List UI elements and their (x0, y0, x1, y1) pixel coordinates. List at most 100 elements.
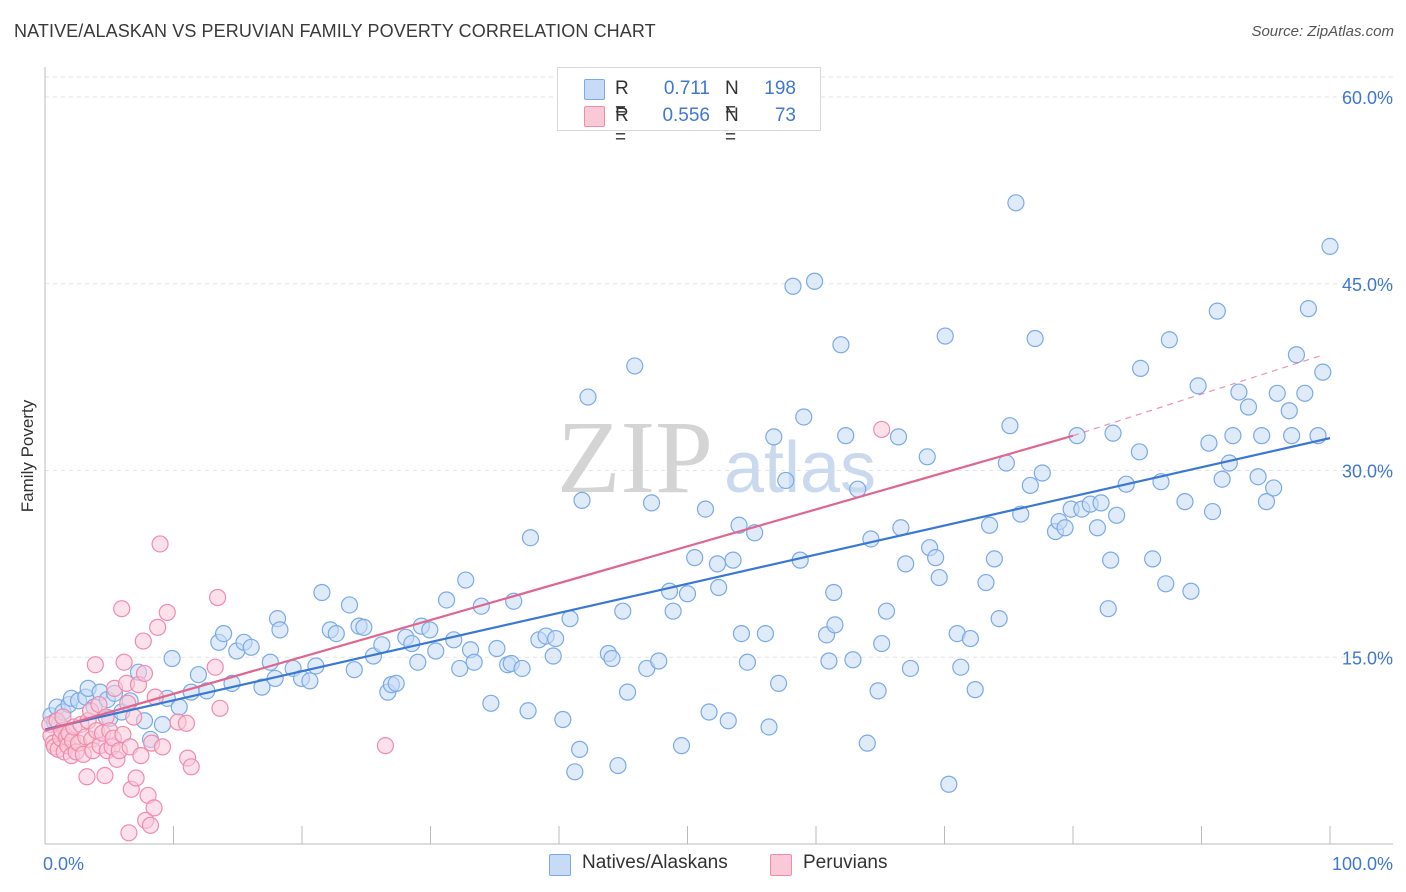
point-native (547, 629, 565, 648)
point-native (1132, 359, 1150, 378)
point-native (760, 718, 778, 736)
point-native (1287, 346, 1306, 364)
point-native (650, 652, 668, 670)
point-native (301, 672, 319, 690)
point-native (664, 602, 682, 620)
point-native (1208, 302, 1226, 320)
point-native (1249, 468, 1267, 486)
point-native (719, 712, 737, 730)
point-native (825, 583, 843, 602)
y-axis-label: Family Poverty (18, 399, 37, 513)
point-native (355, 618, 373, 636)
point-native (163, 649, 181, 668)
point-native (1213, 470, 1231, 488)
point-native (571, 740, 589, 758)
point-native (1299, 300, 1318, 318)
point-native (1283, 427, 1301, 445)
point-native (170, 698, 188, 716)
point-native (1160, 331, 1178, 349)
point-native (940, 775, 958, 793)
point-native (1257, 493, 1276, 511)
point-peruvian (134, 632, 152, 650)
point-native (724, 551, 742, 569)
point-native (738, 653, 757, 671)
point-native (765, 428, 783, 446)
point-peruvian (149, 618, 167, 636)
point-native (1176, 493, 1194, 511)
point-peruvian (141, 816, 160, 834)
point-native (242, 638, 260, 656)
legend-r-label: R = (615, 105, 629, 148)
point-native (936, 327, 954, 345)
point-native (1092, 494, 1110, 512)
point-native (566, 763, 584, 781)
x-tick-label-min: 0.0% (43, 854, 84, 874)
point-native (1021, 476, 1039, 495)
point-native (445, 631, 463, 649)
point-native (1230, 383, 1248, 401)
point-native (1239, 398, 1258, 416)
point-native (642, 494, 661, 512)
point-native (826, 616, 844, 634)
point-native (832, 336, 850, 354)
point-peruvian (151, 535, 169, 553)
point-peruvian (209, 588, 227, 607)
point-native (345, 661, 363, 679)
point-native (1026, 329, 1044, 348)
point-native (1099, 600, 1117, 618)
point-native (1268, 384, 1286, 402)
point-peruvian (135, 664, 154, 683)
y-tick-label: 15.0% (1342, 648, 1393, 668)
legend-r-label: R = (615, 78, 629, 121)
point-native (573, 491, 591, 509)
point-peruvian (78, 768, 96, 786)
point-native (732, 624, 751, 643)
point-native (1143, 550, 1162, 568)
y-tick-label: 30.0% (1342, 462, 1393, 482)
point-native (618, 683, 637, 701)
point-native (421, 621, 439, 639)
y-tick-label: 45.0% (1342, 275, 1393, 295)
point-native (927, 549, 945, 567)
point-native (488, 639, 506, 658)
legend-n-label: N = (725, 105, 739, 148)
legend-r-value: 0.711 (663, 78, 710, 99)
point-native (877, 602, 896, 620)
point-native (1102, 551, 1120, 569)
trend-line-natives (44, 437, 1331, 731)
x-tick-label-max: 100.0% (1332, 854, 1393, 874)
point-native (403, 634, 421, 653)
point-native (1182, 582, 1200, 600)
point-native (153, 715, 172, 734)
point-peruvian (115, 653, 133, 671)
stats-legend: R = 0.711 N = 198 R = 0.556 N = 73 (557, 67, 821, 148)
point-native (215, 624, 233, 643)
point-peruvian (153, 738, 172, 756)
point-native (451, 659, 469, 678)
point-native (897, 555, 915, 573)
point-native (1088, 519, 1107, 537)
point-native (626, 357, 644, 375)
point-native (327, 624, 345, 643)
point-native (1224, 427, 1242, 445)
point-native (1280, 402, 1298, 420)
tick-labels: 15.0% 30.0% 45.0% 60.0% 0.0% 100.0% (43, 88, 1393, 874)
point-native (409, 653, 427, 671)
bottom-legend-swatch-natives (549, 854, 571, 876)
point-peruvian (113, 600, 131, 618)
point-native (710, 578, 728, 597)
point-native (1296, 384, 1314, 402)
chart-title: NATIVE/ALASKAN VS PERUVIAN FAMILY POVERT… (14, 21, 656, 41)
point-native (614, 602, 632, 620)
point-native (437, 591, 456, 609)
point-native (482, 694, 500, 712)
point-native (465, 653, 483, 671)
point-native (930, 568, 948, 587)
point-native (784, 277, 802, 295)
point-native (1314, 363, 1332, 381)
point-native (844, 651, 862, 669)
legend-n-value: 198 (764, 78, 796, 99)
point-native (901, 659, 920, 678)
point-native (457, 571, 475, 589)
point-peruvian (120, 824, 138, 842)
